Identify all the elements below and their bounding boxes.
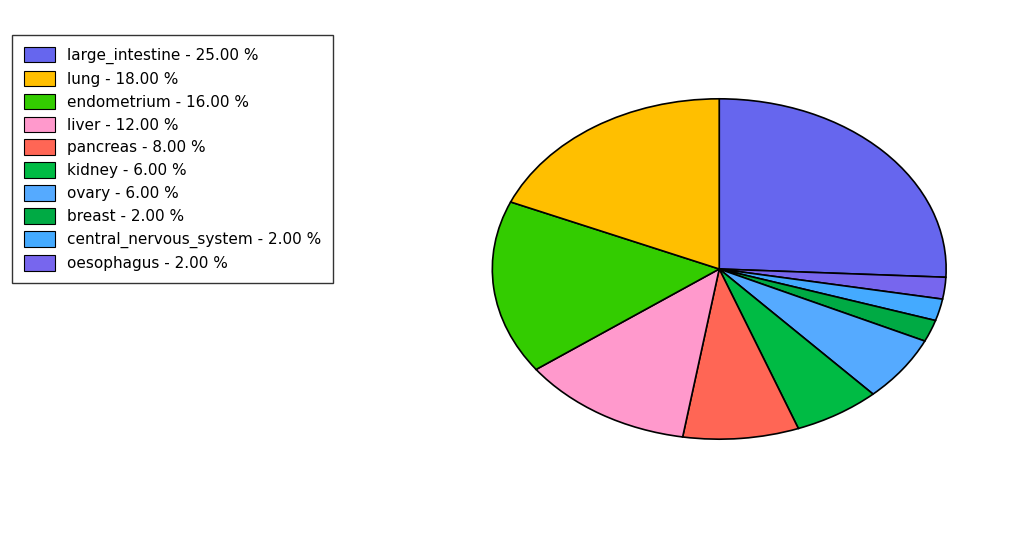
Wedge shape (683, 269, 798, 439)
Wedge shape (719, 269, 942, 321)
Legend: large_intestine - 25.00 %, lung - 18.00 %, endometrium - 16.00 %, liver - 12.00 : large_intestine - 25.00 %, lung - 18.00 … (12, 34, 333, 283)
Wedge shape (719, 269, 935, 341)
Wedge shape (511, 99, 719, 269)
Wedge shape (719, 269, 925, 394)
Wedge shape (719, 269, 946, 299)
Wedge shape (719, 99, 946, 277)
Wedge shape (719, 269, 873, 428)
Wedge shape (492, 202, 719, 370)
Wedge shape (536, 269, 719, 437)
